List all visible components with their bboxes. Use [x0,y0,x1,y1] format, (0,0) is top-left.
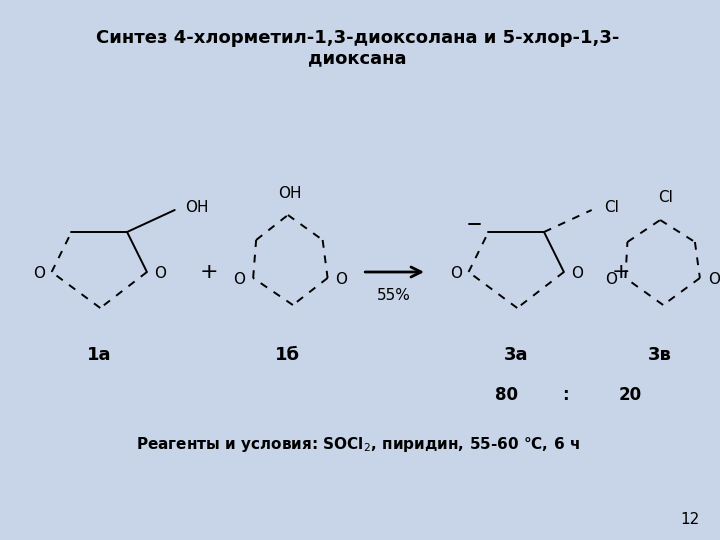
Text: 20: 20 [618,386,642,404]
Text: Cl: Cl [604,200,619,215]
Text: O: O [450,267,462,281]
Text: O: O [154,267,166,281]
Text: 80: 80 [495,386,518,404]
Text: 55%: 55% [377,287,411,302]
Text: O: O [708,273,720,287]
Text: 1б: 1б [275,346,300,364]
Text: :: : [562,386,570,404]
Text: 1а: 1а [87,346,112,364]
Text: Синтез 4-хлорметил-1,3-диоксолана и 5-хлор-1,3-: Синтез 4-хлорметил-1,3-диоксолана и 5-хл… [96,29,619,47]
Text: OH: OH [185,200,208,215]
Text: O: O [233,273,246,287]
Text: 3в: 3в [648,346,672,364]
Text: 12: 12 [680,512,700,528]
Text: O: O [571,267,582,281]
Text: 3а: 3а [504,346,528,364]
Text: Cl: Cl [657,191,672,206]
Text: O: O [606,273,618,287]
Text: +: + [199,262,217,282]
Text: OH: OH [278,186,302,200]
Text: O: O [336,273,348,287]
Text: Реагенты и условия: SOCl$_2$, пиридин, 55-60 °C, 6 ч: Реагенты и условия: SOCl$_2$, пиридин, 5… [135,435,580,455]
Text: O: O [32,267,45,281]
Text: +: + [611,262,630,282]
Text: диоксана: диоксана [308,49,407,67]
